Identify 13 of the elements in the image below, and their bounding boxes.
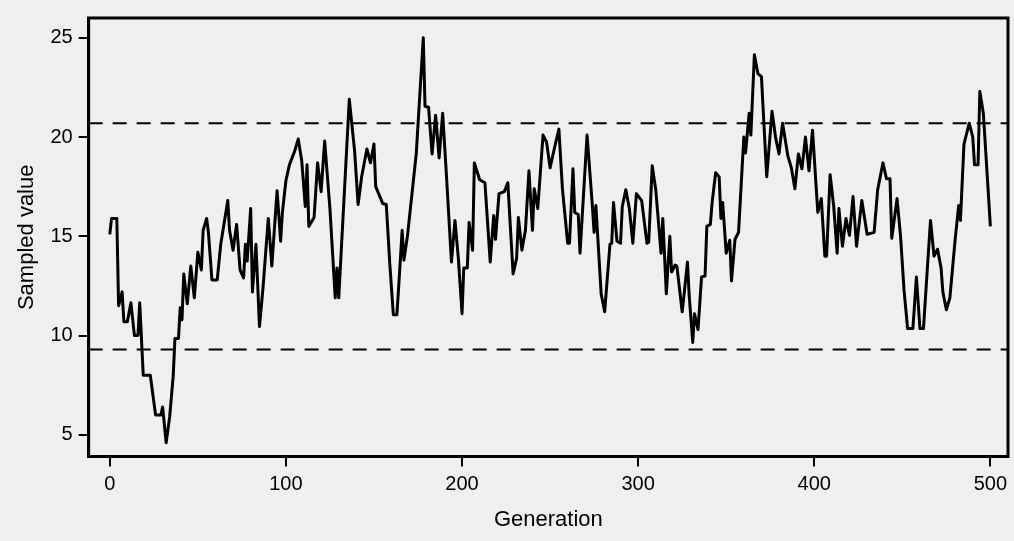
y-tick-label: 20: [50, 124, 73, 147]
x-tick-label: 300: [621, 472, 655, 495]
x-axis-title: Generation: [493, 505, 603, 531]
x-tick-label: 200: [445, 472, 479, 495]
x-tick-label: 400: [797, 472, 831, 495]
x-tick-label: 100: [269, 472, 303, 495]
x-tick-label: 500: [973, 472, 1008, 495]
y-tick-label: 5: [61, 422, 73, 445]
y-tick-label: 25: [50, 25, 73, 48]
y-tick-label: 10: [50, 323, 73, 346]
y-axis-title: Sampled value: [13, 164, 39, 311]
x-tick-label: 0: [104, 472, 116, 495]
y-tick-label: 15: [50, 223, 73, 246]
